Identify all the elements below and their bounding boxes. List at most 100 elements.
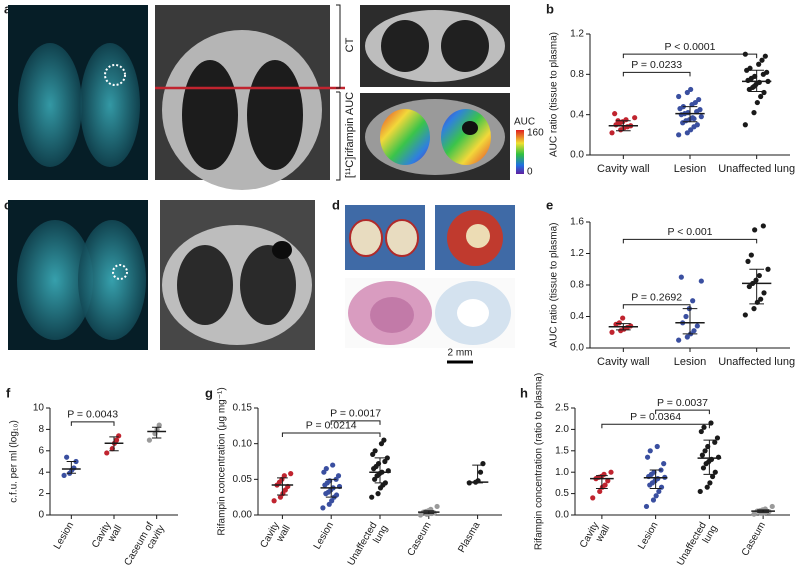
data-point	[752, 227, 758, 233]
p-value: P = 0.0017	[330, 408, 381, 420]
error-bar	[151, 426, 162, 439]
error-bar	[109, 436, 119, 452]
y-tick-label: 0.8	[570, 69, 584, 80]
data-point	[751, 306, 757, 312]
bracket	[336, 4, 341, 181]
x-tick-label: Unaffected lung	[718, 356, 795, 368]
data-point	[281, 473, 287, 479]
auc-label: [¹¹C]rifampin AUC	[344, 92, 356, 178]
colorbar-min: 0	[527, 167, 533, 178]
data-point	[104, 450, 110, 456]
error-bar	[472, 464, 483, 484]
histology-image	[345, 278, 515, 348]
data-point	[477, 469, 484, 475]
data-point	[628, 323, 634, 329]
data-point	[692, 99, 698, 106]
error-bar	[325, 478, 337, 498]
data-point	[702, 448, 708, 454]
error-bar	[749, 69, 764, 92]
data-point	[691, 116, 697, 122]
data-point	[683, 313, 689, 320]
data-point	[676, 132, 682, 138]
data-point	[710, 473, 716, 480]
colorbar	[516, 130, 524, 174]
y-axis-label: Rifampin concentration (ratio to plasma)	[534, 373, 545, 550]
error-bar	[703, 439, 716, 475]
y-tick-label: 0.4	[570, 311, 584, 322]
data-point	[643, 503, 650, 510]
data-point	[608, 469, 614, 475]
x-tick-label: Caseum of cavity	[122, 518, 167, 573]
y-tick-label: 0.0	[570, 150, 584, 161]
data-point	[146, 437, 153, 443]
data-point	[71, 465, 77, 471]
significance-bracket	[601, 423, 710, 429]
data-point	[699, 452, 705, 458]
data-point	[620, 315, 626, 321]
error-bar	[423, 510, 435, 515]
p-value: P = 0.0043	[67, 409, 118, 421]
y-tick-label: 4	[38, 467, 44, 478]
x-tick-label: Caseum	[406, 520, 434, 558]
data-point	[752, 73, 758, 79]
data-point	[661, 461, 667, 467]
data-point	[644, 454, 651, 460]
tissue-photo	[345, 205, 515, 270]
data-point	[754, 99, 760, 106]
data-point	[372, 448, 378, 454]
data-point	[694, 323, 700, 329]
x-tick-label: Lesion	[636, 520, 660, 551]
data-point	[658, 484, 665, 490]
data-point	[688, 127, 694, 133]
data-point	[650, 497, 657, 503]
y-tick-label: 1.2	[570, 29, 584, 40]
colorbar-title: AUC	[514, 117, 535, 128]
ct-axial-image	[160, 200, 315, 350]
data-point	[748, 252, 754, 258]
error-bar	[616, 323, 631, 331]
data-point	[698, 114, 704, 120]
p-value: P = 0.0037	[657, 397, 708, 409]
data-point	[64, 454, 70, 460]
y-tick-label: 0	[38, 510, 44, 521]
error-bar	[616, 120, 631, 132]
data-point	[742, 122, 748, 128]
lung-3d-image	[8, 5, 148, 180]
ct-axial-image	[360, 5, 510, 87]
x-tick-label: Lesion	[674, 356, 706, 368]
data-point	[323, 466, 329, 472]
data-point	[676, 337, 682, 343]
data-point	[113, 437, 120, 443]
data-point	[762, 53, 768, 59]
x-tick-label: Unaffected lung	[718, 163, 795, 175]
y-axis-label: AUC ratio (tissue to plasma)	[549, 32, 560, 157]
x-tick-label: Cavity wall	[578, 518, 612, 555]
p-value: P = 0.0214	[306, 420, 357, 432]
ct-coronal-image	[155, 5, 345, 190]
data-point	[745, 258, 751, 264]
data-point	[647, 448, 653, 454]
data-point	[694, 122, 700, 128]
data-point	[712, 469, 718, 475]
significance-bracket	[622, 71, 691, 77]
y-tick-label: 2.0	[555, 424, 569, 435]
data-point	[623, 117, 629, 123]
x-tick-label: Lesion	[674, 163, 706, 175]
y-tick-label: 0.8	[570, 280, 584, 291]
data-point	[684, 130, 690, 136]
y-tick-label: 10	[33, 403, 45, 414]
data-point	[712, 439, 718, 445]
data-point	[656, 488, 662, 495]
y-tick-label: 1.5	[555, 445, 569, 456]
data-point	[684, 334, 690, 340]
data-point	[271, 498, 277, 504]
y-axis-label: c.f.u. per ml (log₁₀)	[9, 420, 20, 503]
error-bar	[682, 106, 698, 123]
pet-axial-image	[360, 93, 510, 180]
data-point	[384, 455, 390, 461]
data-point	[761, 89, 767, 96]
data-point	[676, 93, 682, 100]
data-point	[609, 130, 615, 136]
error-bar	[374, 457, 386, 484]
